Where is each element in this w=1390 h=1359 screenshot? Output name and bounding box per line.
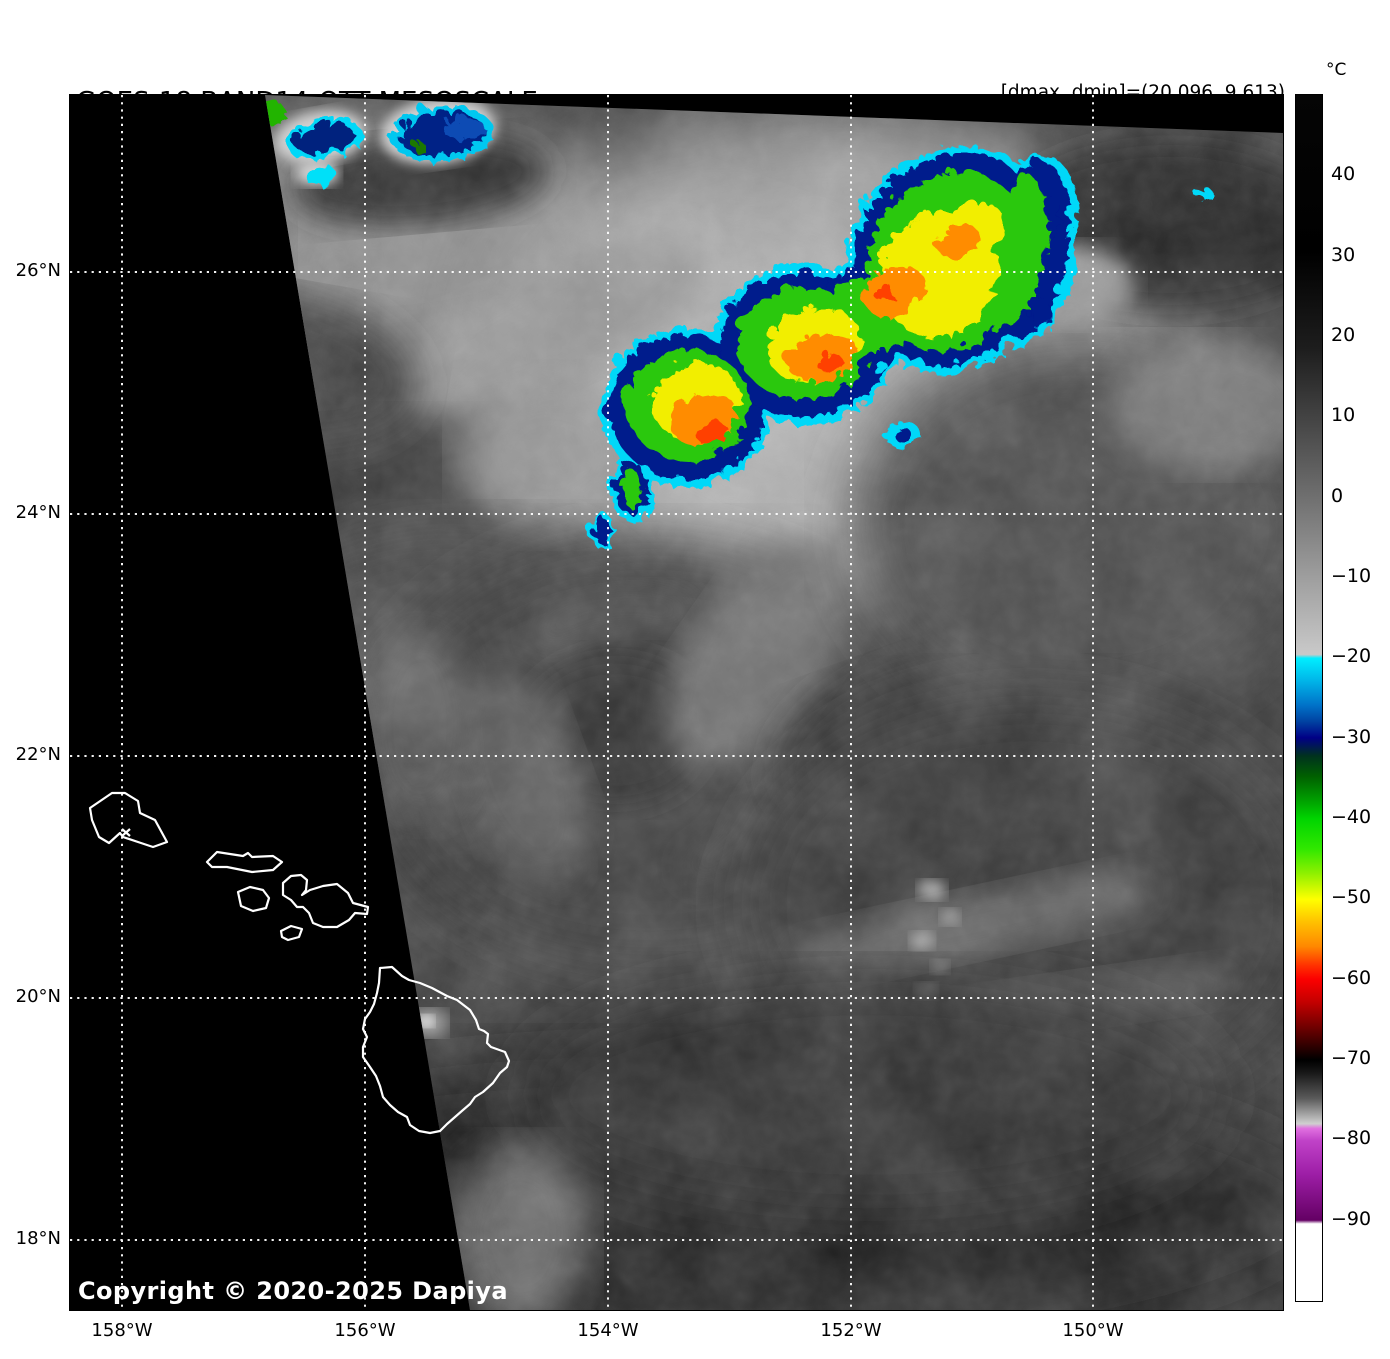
colorbar-tick: 10 (1331, 404, 1356, 426)
cold-cloud-patches (265, 96, 1210, 195)
colorbar-tick: −40 (1331, 806, 1372, 828)
y-tick-18n: 18°N (15, 1228, 61, 1249)
colorbar-tick: −50 (1331, 886, 1372, 908)
y-tick-22n: 22°N (15, 744, 61, 765)
station-marker (121, 828, 131, 837)
storm-cold-cloud-tops (586, 141, 1076, 545)
colorbar-tick: −10 (1331, 565, 1372, 587)
x-tick-154w: 154°W (577, 1320, 639, 1341)
graticule (70, 95, 1283, 1310)
colorbar-tick: 20 (1331, 324, 1356, 346)
colorbar-tick: −70 (1331, 1047, 1372, 1069)
colorbar-tick: −20 (1331, 645, 1372, 667)
y-tick-20n: 20°N (15, 986, 61, 1007)
island-maui (281, 873, 370, 929)
island-hawaii (361, 965, 511, 1135)
x-tick-152w: 152°W (820, 1320, 882, 1341)
colorbar-tick: −30 (1331, 726, 1372, 748)
temperature-colorbar (1295, 94, 1323, 1302)
colorbar-tick: −90 (1331, 1208, 1372, 1230)
colorbar-tick: 30 (1331, 244, 1356, 266)
island-lanai (236, 885, 271, 913)
coastlines (88, 791, 511, 1135)
colorbar-tick: −60 (1331, 967, 1372, 989)
colorbar-tick: 0 (1331, 485, 1344, 507)
x-tick-150w: 150°W (1062, 1320, 1124, 1341)
satellite-map-panel: Copyright © 2020-2025 Dapiya (69, 94, 1284, 1311)
colorbar-tick: 40 (1331, 163, 1356, 185)
island-oahu (88, 791, 169, 849)
island-molokai (205, 850, 284, 874)
y-tick-26n: 26°N (15, 260, 61, 281)
colorbar-unit-label: °C (1326, 60, 1347, 80)
y-tick-24n: 24°N (15, 502, 61, 523)
x-tick-158w: 158°W (91, 1320, 153, 1341)
island-kahoolawe (279, 924, 304, 942)
copyright-watermark: Copyright © 2020-2025 Dapiya (78, 1277, 508, 1305)
x-tick-156w: 156°W (334, 1320, 396, 1341)
satellite-imagery (70, 95, 1283, 1310)
colorbar-tick: −80 (1331, 1127, 1372, 1149)
imagery-data-region (265, 95, 1283, 1310)
